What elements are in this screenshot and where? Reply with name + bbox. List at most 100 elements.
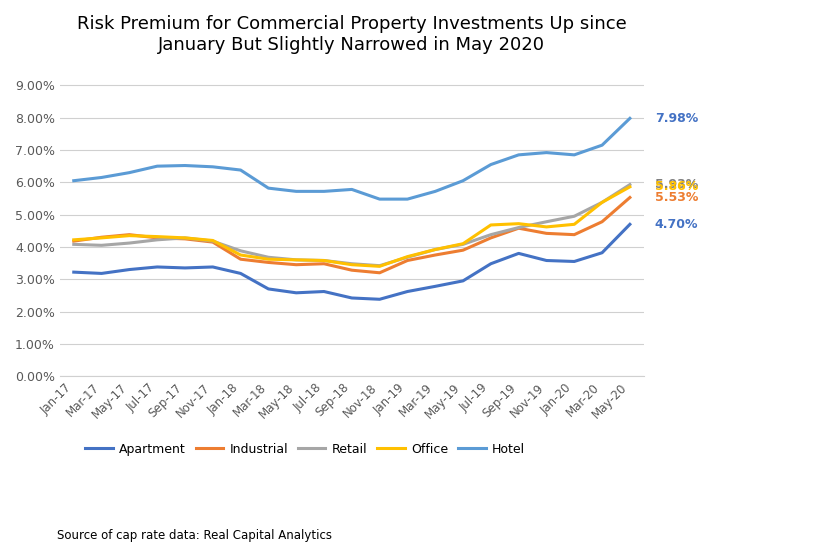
Retail	[291, 257, 301, 263]
Line: Retail: Retail	[74, 185, 629, 265]
Hotel	[514, 152, 523, 158]
Retail	[430, 246, 440, 253]
Retail	[152, 237, 162, 243]
Office	[97, 234, 106, 241]
Office	[568, 221, 578, 228]
Office	[263, 256, 273, 263]
Apartment	[624, 221, 634, 228]
Industrial	[124, 232, 134, 238]
Industrial	[319, 261, 328, 267]
Retail	[97, 242, 106, 249]
Apartment	[235, 270, 245, 277]
Office	[69, 237, 79, 243]
Office	[208, 237, 218, 244]
Retail	[458, 241, 468, 247]
Hotel	[97, 174, 106, 181]
Apartment	[69, 269, 79, 275]
Retail	[124, 240, 134, 246]
Industrial	[235, 256, 245, 263]
Retail	[624, 181, 634, 188]
Hotel	[430, 188, 440, 195]
Hotel	[624, 115, 634, 122]
Line: Hotel: Hotel	[74, 118, 629, 199]
Hotel	[208, 164, 218, 170]
Office	[541, 223, 550, 230]
Office	[596, 199, 606, 205]
Industrial	[430, 252, 440, 258]
Apartment	[568, 258, 578, 265]
Hotel	[69, 178, 79, 184]
Apartment	[97, 270, 106, 277]
Industrial	[263, 259, 273, 266]
Hotel	[152, 163, 162, 169]
Retail	[263, 254, 273, 261]
Hotel	[263, 185, 273, 191]
Apartment	[402, 288, 412, 295]
Hotel	[124, 169, 134, 176]
Office	[291, 257, 301, 263]
Industrial	[291, 262, 301, 268]
Industrial	[568, 232, 578, 238]
Industrial	[97, 234, 106, 240]
Retail	[208, 238, 218, 244]
Industrial	[180, 235, 190, 242]
Office	[319, 257, 328, 264]
Retail	[319, 257, 328, 264]
Office	[514, 220, 523, 227]
Industrial	[514, 225, 523, 232]
Hotel	[235, 167, 245, 173]
Line: Apartment: Apartment	[74, 225, 629, 299]
Retail	[374, 262, 384, 269]
Hotel	[541, 149, 550, 156]
Office	[124, 232, 134, 239]
Industrial	[486, 234, 495, 241]
Apartment	[596, 250, 606, 256]
Industrial	[541, 230, 550, 237]
Apartment	[374, 296, 384, 302]
Apartment	[152, 264, 162, 270]
Retail	[596, 199, 606, 205]
Apartment	[486, 261, 495, 267]
Industrial	[458, 247, 468, 253]
Office	[402, 253, 412, 260]
Retail	[235, 247, 245, 254]
Apartment	[346, 295, 356, 301]
Office	[624, 184, 634, 190]
Industrial	[208, 239, 218, 245]
Text: 4.70%: 4.70%	[654, 218, 698, 231]
Apartment	[263, 286, 273, 292]
Line: Industrial: Industrial	[74, 197, 629, 273]
Apartment	[514, 250, 523, 257]
Industrial	[374, 270, 384, 276]
Retail	[69, 241, 79, 247]
Line: Office: Office	[74, 187, 629, 267]
Apartment	[430, 283, 440, 289]
Text: 5.53%: 5.53%	[654, 191, 698, 204]
Industrial	[596, 219, 606, 225]
Text: Source of cap rate data: Real Capital Analytics: Source of cap rate data: Real Capital An…	[57, 529, 332, 542]
Apartment	[208, 264, 218, 270]
Hotel	[291, 188, 301, 195]
Office	[235, 252, 245, 258]
Office	[486, 222, 495, 228]
Retail	[346, 261, 356, 267]
Retail	[486, 232, 495, 238]
Apartment	[291, 289, 301, 296]
Industrial	[346, 267, 356, 274]
Title: Risk Premium for Commercial Property Investments Up since
January But Slightly N: Risk Premium for Commercial Property Inv…	[77, 15, 626, 54]
Office	[346, 262, 356, 268]
Industrial	[152, 234, 162, 241]
Retail	[568, 213, 578, 220]
Hotel	[596, 142, 606, 148]
Hotel	[402, 196, 412, 202]
Hotel	[568, 152, 578, 158]
Retail	[514, 225, 523, 231]
Office	[374, 263, 384, 270]
Hotel	[486, 161, 495, 168]
Text: 5.93%: 5.93%	[654, 178, 697, 191]
Retail	[402, 254, 412, 261]
Apartment	[124, 267, 134, 273]
Hotel	[180, 162, 190, 169]
Hotel	[458, 178, 468, 184]
Retail	[180, 234, 190, 241]
